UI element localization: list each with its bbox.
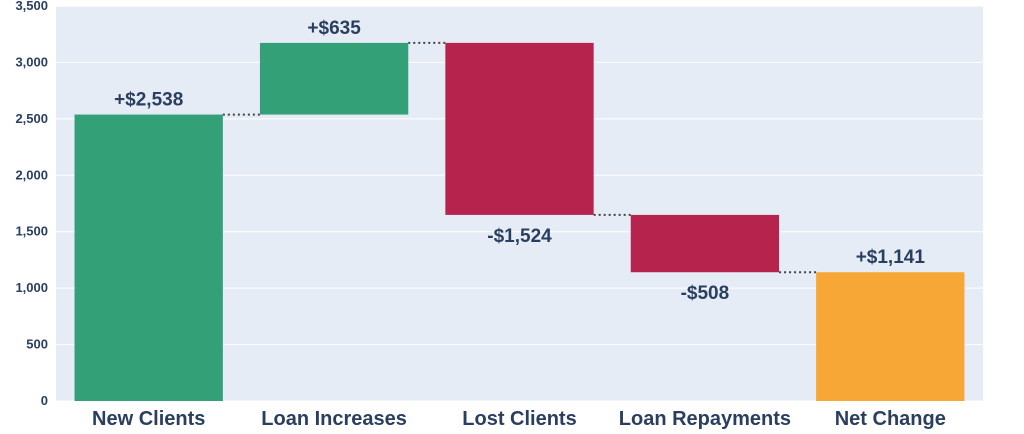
x-tick-label: Net Change [835, 408, 946, 430]
x-tick-label: Loan Increases [261, 408, 407, 430]
x-axis-ticks: New Clients Loan Increases Lost Clients Loa… [92, 408, 946, 430]
y-tick-label: 2,000 [15, 167, 48, 182]
connector-lines [222, 41, 817, 274]
data-labels: +$2,538 +$635 -$1,524 -$508 +$1,141 [114, 18, 925, 304]
bar [445, 42, 594, 215]
bar [259, 42, 409, 115]
bar [74, 114, 223, 401]
x-tick-label: Loan Repayments [619, 408, 791, 430]
y-tick-label: 2,500 [15, 111, 48, 126]
x-tick-label: New Clients [92, 408, 205, 430]
bar [630, 214, 780, 273]
bar [816, 272, 965, 401]
y-tick-label: 1,000 [15, 280, 48, 295]
y-tick-label: 3,000 [15, 54, 48, 69]
bars [74, 42, 965, 401]
y-tick-label: 1,500 [15, 224, 48, 239]
data-label: +$1,141 [856, 247, 926, 268]
y-tick-label: 3,500 [15, 0, 48, 13]
data-label: +$635 [307, 18, 361, 39]
data-label: -$1,524 [487, 226, 552, 247]
y-tick-label: 0 [41, 393, 48, 408]
data-label: -$508 [681, 283, 730, 304]
y-axis-ticks: 0 500 1,000 1,500 2,000 2,500 3,000 3,500 [15, 0, 48, 408]
y-tick-label: 500 [26, 337, 48, 352]
data-label: +$2,538 [114, 90, 183, 111]
x-tick-label: Lost Clients [462, 408, 576, 430]
